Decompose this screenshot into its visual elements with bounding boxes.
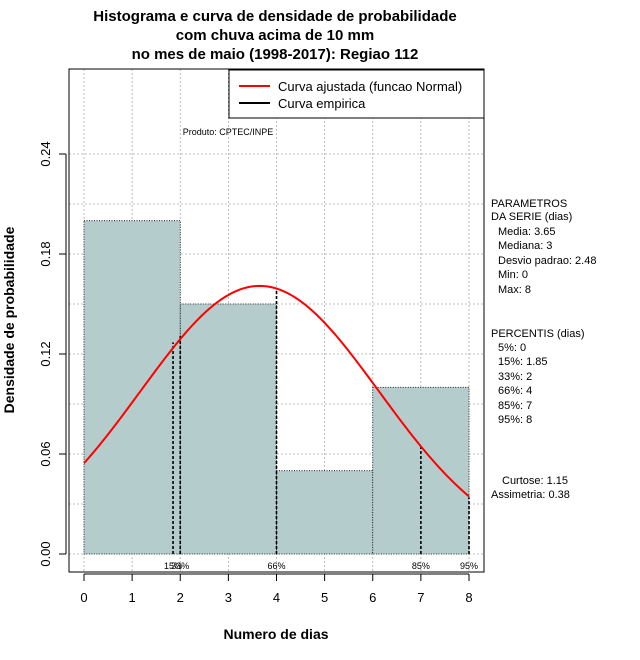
- param-min: Min: 0: [498, 269, 528, 281]
- histogram-bars: [83, 220, 470, 555]
- percentile-label: 85%: [412, 561, 430, 571]
- y-tick-label: 0.06: [38, 441, 53, 466]
- chart-title: Histograma e curva de densidade de proba…: [93, 8, 456, 63]
- x-tick-label: 5: [321, 590, 328, 605]
- y-tick-label: 0.12: [38, 341, 53, 366]
- title-line-1: Histograma e curva de densidade de proba…: [93, 8, 456, 25]
- histogram-bar: [179, 303, 277, 555]
- product-note: Produto: CPTEC/INPE: [183, 127, 274, 137]
- y-axis-label: Densidade de probabilidade: [1, 226, 17, 413]
- fitted-normal-curve: [83, 284, 470, 498]
- percentis-title: PERCENTIS (dias): [491, 328, 585, 340]
- percentil-15: 15%: 1.85: [498, 356, 548, 368]
- x-tick-label: 8: [465, 590, 472, 605]
- curtose-text: Curtose: 1.15: [502, 475, 568, 487]
- y-tick-label: 0.24: [38, 141, 53, 166]
- y-axis: 0.00 0.06 0.12 0.18 0.24: [38, 141, 67, 567]
- param-max: Max: 8: [498, 284, 531, 296]
- x-axis: 0 1 2 3 4 5 6 7 8: [80, 573, 473, 605]
- y-tick-label: 0.00: [38, 541, 53, 566]
- title-line-3: no mes de maio (1998-2017): Regiao 112: [132, 46, 419, 63]
- parametros-title-2: DA SERIE (dias): [491, 211, 572, 223]
- percentil-95: 95%: 8: [498, 414, 532, 426]
- y-tick-label: 0.18: [38, 241, 53, 266]
- x-tick-label: 1: [129, 590, 136, 605]
- legend-label-empirical: Curva empirica: [278, 96, 366, 111]
- x-tick-label: 0: [80, 590, 87, 605]
- parametros-title-1: PARAMETROS: [491, 198, 567, 210]
- plot-frame: [68, 68, 485, 573]
- legend-label-fitted: Curva ajustada (funcao Normal): [278, 79, 462, 94]
- percentil-66: 66%: 4: [498, 385, 532, 397]
- histogram-bar: [276, 470, 374, 555]
- curves: [83, 284, 470, 498]
- x-tick-label: 2: [177, 590, 184, 605]
- percentile-label: 66%: [267, 561, 285, 571]
- percentil-33: 33%: 2: [498, 371, 532, 383]
- percentil-85: 85%: 7: [498, 400, 532, 412]
- x-tick-label: 4: [273, 590, 280, 605]
- percentile-label: 95%: [460, 561, 478, 571]
- percentile-label: 33%: [171, 561, 189, 571]
- legend: Curva ajustada (funcao Normal) Curva emp…: [228, 69, 485, 119]
- percentile-markers: 15%33% 66% 85% 95%: [164, 289, 478, 571]
- param-media: Media: 3.65: [498, 226, 555, 238]
- x-tick-label: 6: [369, 590, 376, 605]
- param-desvio: Desvio padrao: 2.48: [498, 255, 596, 267]
- x-axis-label: Numero de dias: [223, 626, 328, 642]
- assimetria-text: Assimetria: 0.38: [491, 489, 570, 501]
- x-tick-label: 3: [225, 590, 232, 605]
- percentile-label: 15%: [164, 561, 182, 571]
- histogram-bar: [83, 220, 181, 555]
- legend-box: [228, 69, 485, 119]
- title-line-2: com chuva acima de 10 mm: [176, 27, 374, 44]
- param-mediana: Mediana: 3: [498, 240, 552, 252]
- percentil-5: 5%: 0: [498, 342, 526, 354]
- x-tick-label: 7: [417, 590, 424, 605]
- side-panel: PARAMETROS DA SERIE (dias) Media: 3.65 M…: [491, 198, 596, 501]
